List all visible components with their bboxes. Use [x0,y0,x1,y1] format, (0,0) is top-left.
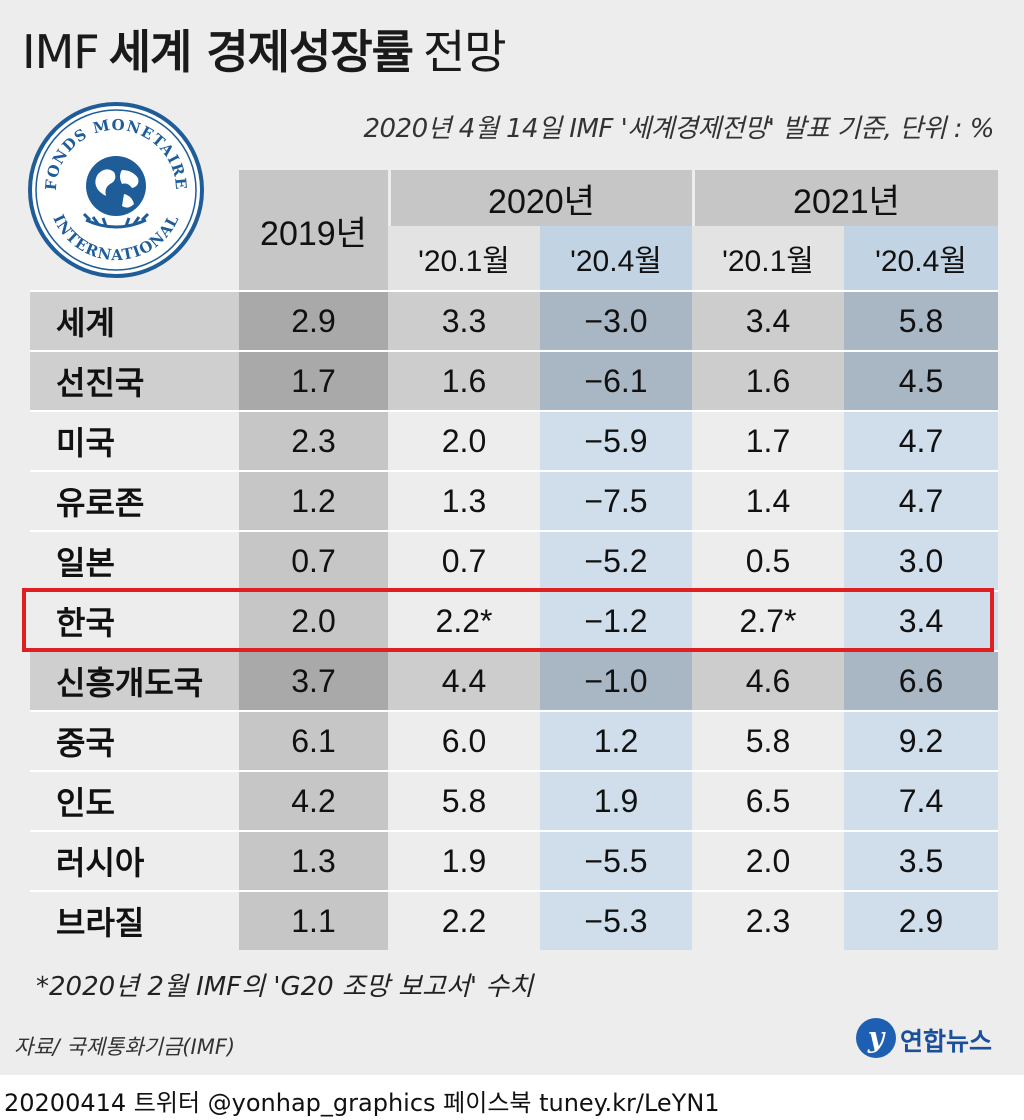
cell-v2021jan: 5.8 [692,710,844,770]
cell-v2021apr: 3.0 [844,530,998,590]
row-label: 신흥개도국 [30,650,239,710]
header-2020-apr: '20.4월 [540,226,692,290]
cell-v2021apr: 9.2 [844,710,998,770]
table-row: 신흥개도국 3.7 4.4 −1.0 4.6 6.6 [30,650,998,710]
cell-v2020apr: −1.2 [540,590,692,650]
imf-logo-icon: FONDS MONETAIRE INTERNATIONAL [28,102,204,278]
cell-v2020apr: −6.1 [540,350,692,410]
table-row: 미국 2.3 2.0 −5.9 1.7 4.7 [30,410,998,470]
row-label: 선진국 [30,350,239,410]
cell-v2020apr: 1.2 [540,710,692,770]
cell-v2020jan: 6.0 [388,710,540,770]
cell-v2021apr: 4.7 [844,470,998,530]
source-label: 자료/ 국제통화기금(IMF) [14,1035,236,1059]
cell-v2020apr: −1.0 [540,650,692,710]
cell-v2021jan: 1.4 [692,470,844,530]
header-blank-2 [30,226,239,290]
cell-v2020apr: −5.2 [540,530,692,590]
cell-v2020jan: 5.8 [388,770,540,830]
cell-v2020jan: 0.7 [388,530,540,590]
cell-v2019: 4.2 [239,770,388,830]
cell-v2021jan: 2.3 [692,890,844,950]
cell-v2019: 6.1 [239,710,388,770]
footer-credits: 20200414 트위터 @yonhap_graphics 페이스북 tuney… [4,1089,720,1117]
cell-v2021jan: 0.5 [692,530,844,590]
cell-v2021apr: 4.7 [844,410,998,470]
row-label: 일본 [30,530,239,590]
cell-v2020jan: 3.3 [388,290,540,350]
cell-v2021apr: 2.9 [844,890,998,950]
page-title: IMF 세계 경제성장률 전망 [22,22,507,82]
row-label: 중국 [30,710,239,770]
row-label: 인도 [30,770,239,830]
cell-v2020apr: −5.3 [540,890,692,950]
growth-table: 2019년 2020년 2021년 '20.1월 '20.4월 '20.1월 '… [30,170,998,950]
cell-v2021jan: 1.7 [692,410,844,470]
cell-v2020apr: −3.0 [540,290,692,350]
row-label: 러시아 [30,830,239,890]
cell-v2021apr: 3.4 [844,590,998,650]
table-body: 세계 2.9 3.3 −3.0 3.4 5.8 선진국 1.7 1.6 −6.1 1.6 4.5 미국 2… [30,290,998,950]
footnote: *2020년 2월 IMF의 'G20 조망 보고서' 수치 [36,972,534,1002]
table-row: 선진국 1.7 1.6 −6.1 1.6 4.5 [30,350,998,410]
row-label: 브라질 [30,890,239,950]
header-2021-jan: '20.1월 [692,226,844,290]
cell-v2021apr: 3.5 [844,830,998,890]
cell-v2020jan: 2.2 [388,890,540,950]
subtitle: 2020년 4월 14일 IMF '세계경제전망' 발표 기준, 단위 : % [363,114,994,144]
header-2021: 2021년 [692,170,998,226]
title-main: 세계 경제성장률 [108,25,414,79]
row-label: 세계 [30,290,239,350]
cell-v2021jan: 4.6 [692,650,844,710]
cell-v2020jan: 1.3 [388,470,540,530]
cell-v2019: 0.7 [239,530,388,590]
table-row: 유로존 1.2 1.3 −7.5 1.4 4.7 [30,470,998,530]
cell-v2021jan: 1.6 [692,350,844,410]
cell-v2020apr: −5.9 [540,410,692,470]
cell-v2021jan: 3.4 [692,290,844,350]
header-2019: 2019년 [239,170,388,290]
cell-v2021apr: 4.5 [844,350,998,410]
table-row: 인도 4.2 5.8 1.9 6.5 7.4 [30,770,998,830]
cell-v2020jan: 1.6 [388,350,540,410]
header-blank [30,170,239,226]
cell-v2021apr: 5.8 [844,290,998,350]
brand-name: 연합뉴스 [900,1027,993,1056]
cell-v2020jan: 2.0 [388,410,540,470]
table-row: 중국 6.1 6.0 1.2 5.8 9.2 [30,710,998,770]
header-2020-jan: '20.1월 [388,226,540,290]
cell-v2019: 1.7 [239,350,388,410]
cell-v2020apr: −7.5 [540,470,692,530]
cell-v2021apr: 7.4 [844,770,998,830]
cell-v2019: 1.3 [239,830,388,890]
infographic-card: IMF 세계 경제성장률 전망 2020년 4월 14일 IMF '세계경제전망' … [0,0,1024,1075]
header-2020: 2020년 [388,170,692,226]
cell-v2020jan: 1.9 [388,830,540,890]
cell-v2020apr: 1.9 [540,770,692,830]
cell-v2020jan: 4.4 [388,650,540,710]
cell-v2019: 2.3 [239,410,388,470]
yonhap-logo: y 연합뉴스 [856,1016,1006,1064]
table-row: 일본 0.7 0.7 −5.2 0.5 3.0 [30,530,998,590]
row-label: 미국 [30,410,239,470]
title-suffix: 전망 [422,25,507,79]
cell-v2019: 3.7 [239,650,388,710]
table-row: 브라질 1.1 2.2 −5.3 2.3 2.9 [30,890,998,950]
cell-v2021jan: 6.5 [692,770,844,830]
cell-v2020apr: −5.5 [540,830,692,890]
cell-v2021jan: 2.0 [692,830,844,890]
cell-v2021apr: 6.6 [844,650,998,710]
table-row: 러시아 1.3 1.9 −5.5 2.0 3.5 [30,830,998,890]
cell-v2019: 2.9 [239,290,388,350]
cell-v2019: 1.2 [239,470,388,530]
row-label: 유로존 [30,470,239,530]
title-prefix: IMF [22,25,100,79]
cell-v2019: 1.1 [239,890,388,950]
table-row: 세계 2.9 3.3 −3.0 3.4 5.8 [30,290,998,350]
korea-highlight-box [22,588,994,652]
yonhap-logo-icon: y [856,1018,896,1058]
header-2021-apr: '20.4월 [844,226,998,290]
